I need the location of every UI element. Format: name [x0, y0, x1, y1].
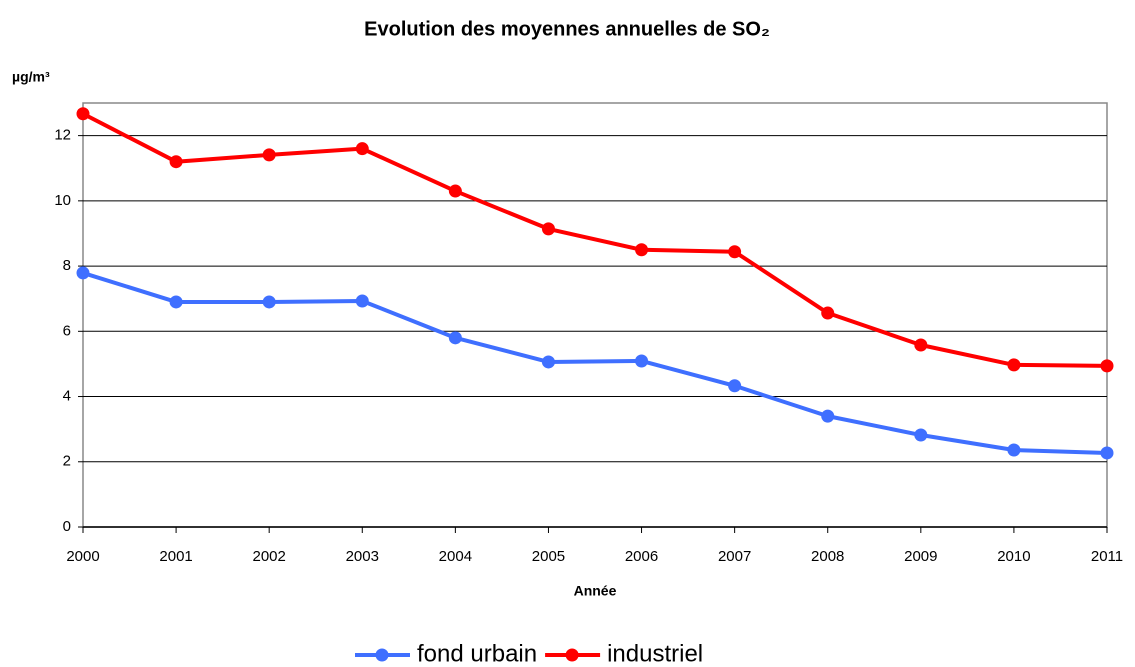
data-point [914, 428, 928, 442]
data-point [1100, 359, 1114, 373]
x-tick-label: 2006 [625, 548, 658, 565]
data-point [1007, 358, 1021, 372]
plot-area [82, 102, 1108, 528]
x-tick-label: 2000 [66, 548, 99, 565]
x-tick-label: 2008 [811, 548, 844, 565]
y-tick-label: 4 [63, 388, 71, 405]
legend-label: industriel [607, 640, 703, 667]
data-point [635, 243, 649, 257]
data-point [262, 295, 276, 309]
y-tick-label: 2 [63, 453, 71, 470]
series-line [82, 111, 1108, 368]
x-tick-label: 2007 [718, 548, 751, 565]
data-point [541, 355, 555, 369]
x-tick-label: 2011 [1091, 548, 1123, 565]
legend-marker [565, 648, 579, 662]
data-point [728, 245, 742, 259]
data-point [821, 409, 835, 423]
x-tick-label: 2002 [252, 548, 285, 565]
y-tick-label: 10 [54, 192, 71, 209]
data-point [76, 266, 90, 280]
data-point [448, 331, 462, 345]
data-point [635, 354, 649, 368]
data-point [169, 155, 183, 169]
x-tick-label: 2003 [346, 548, 379, 565]
y-tick-label: 6 [63, 322, 71, 339]
data-point [262, 148, 276, 162]
y-tick-label: 8 [63, 257, 71, 274]
x-tick-label: 2005 [532, 548, 565, 565]
y-tick-label: 0 [63, 518, 71, 535]
x-tick-label: 2009 [904, 548, 937, 565]
data-point [1007, 443, 1021, 457]
data-point [355, 294, 369, 308]
data-point [821, 306, 835, 320]
data-point [448, 184, 462, 198]
chart-title: Evolution des moyennes annuelles de SO₂ [364, 18, 770, 40]
data-point [914, 338, 928, 352]
data-point [169, 295, 183, 309]
data-point [728, 379, 742, 393]
y-axis-unit: µg/m³ [12, 69, 50, 85]
x-tick-label: 2001 [159, 548, 192, 565]
x-tick-label: 2010 [997, 548, 1030, 565]
data-point [76, 107, 90, 121]
y-tick-label: 12 [54, 127, 71, 144]
data-point [355, 142, 369, 156]
legend-label: fond urbain [417, 640, 537, 667]
x-axis-label: Année [574, 583, 617, 599]
x-tick-label: 2004 [439, 548, 472, 565]
legend-marker [375, 648, 389, 662]
data-point [1100, 446, 1114, 460]
series-line [82, 271, 1108, 455]
data-point [541, 222, 555, 236]
